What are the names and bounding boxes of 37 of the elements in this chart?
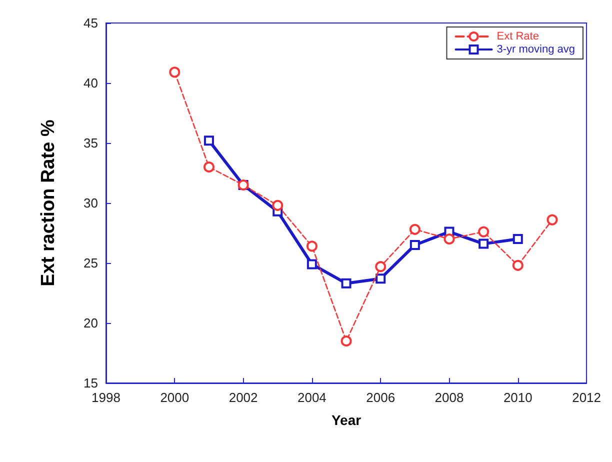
point [169,66,180,78]
y-axis-title: Ext raction Rate % [38,119,59,286]
y-tick-label: 15 [84,376,98,390]
point [410,240,420,250]
point [376,274,386,284]
point [272,200,284,211]
y-tick-label: 35 [84,136,98,150]
legend-label: Ext Rate [496,30,539,42]
point [204,136,214,146]
x-tick-label: 2010 [503,390,532,405]
x-tick-label: 1998 [92,390,120,405]
point [306,240,318,252]
x-tick-label: 2004 [297,390,326,405]
point [409,224,420,235]
point [478,226,490,238]
x-tick-label: 2008 [434,390,464,405]
x-axis-title: Year [331,412,362,428]
x-tick-label: 2000 [160,390,190,405]
point [340,336,352,346]
x-tick-label: 2012 [572,390,601,405]
point [444,234,455,244]
point [375,261,386,272]
point [203,162,214,172]
point [306,259,317,270]
y-tick-label: 40 [84,76,98,90]
y-tick-label: 20 [84,316,98,330]
point [546,214,558,226]
point [512,234,523,244]
x-tick-label: 2002 [228,390,258,405]
x-tick-label: 2006 [366,390,396,405]
y-tick-label: 30 [84,196,98,210]
y-tick-label: 25 [84,256,98,270]
point [512,260,524,271]
point [341,278,352,288]
legend-label: 3-yr moving avg [496,44,576,56]
point [478,238,489,249]
y-tick-label: 45 [84,16,98,30]
